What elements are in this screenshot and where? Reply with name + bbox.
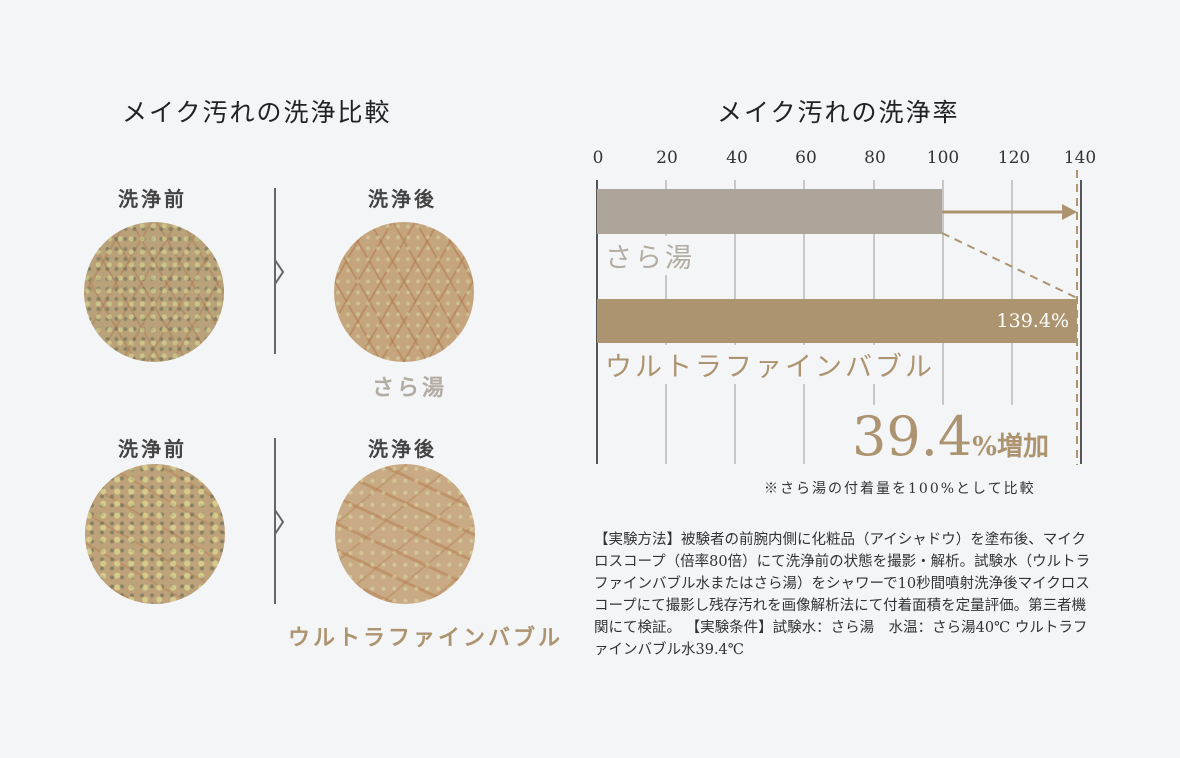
bar-label-ultrafine-bubble: ウルトラファインバブル (605, 345, 939, 384)
bar-ultrafine-bubble: 139.4% (597, 299, 1077, 343)
divider-1 (274, 188, 276, 354)
increase-annotation: 39.4%増加 (852, 405, 1053, 468)
x-tick: 80 (864, 148, 886, 168)
after-microscope-image-2 (335, 464, 475, 604)
after-microscope-image-1 (334, 222, 474, 362)
chart-footnote: ※さら湯の付着量を100%として比較 (764, 481, 1036, 497)
before-label-2: 洗浄前 (118, 437, 187, 461)
divider-2 (274, 438, 276, 604)
x-tick: 20 (656, 148, 678, 168)
comparison-title: メイク汚れの洗浄比較 (122, 98, 392, 127)
chevron-right-icon (274, 259, 285, 285)
chart-title: メイク汚れの洗浄率 (717, 98, 960, 127)
method-label-ufb: ウルトラファインバブル (288, 620, 563, 652)
after-label-1: 洗浄後 (368, 187, 437, 211)
grid-line-end (1080, 180, 1082, 464)
after-label-2: 洗浄後 (368, 437, 437, 461)
bar-label-plain-water: さら湯 (605, 236, 699, 275)
before-microscope-image-1 (84, 222, 224, 362)
method-label-plain: さら湯 (372, 370, 447, 402)
experiment-method-text: 【実験方法】被験者の前腕内側に化粧品（アイシャドウ）を塗布後、マイクロスコープ（… (594, 532, 1091, 658)
x-tick: 60 (795, 148, 817, 168)
chevron-right-icon (274, 509, 285, 535)
increase-value: 39.4 (852, 405, 973, 468)
increase-arrow (941, 170, 1078, 465)
x-tick: 140 (1063, 148, 1097, 168)
method-label-ufb-text: ウルトラファインバブル (288, 625, 564, 651)
x-tick: 100 (926, 148, 960, 168)
method-label-plain-text: さら湯 (372, 375, 448, 401)
x-tick: 0 (592, 148, 604, 168)
increase-unit: %増加 (972, 432, 1049, 462)
bar-value-label: 139.4% (996, 310, 1069, 332)
before-label-1: 洗浄前 (118, 187, 187, 211)
before-microscope-image-2 (85, 464, 225, 604)
x-tick: 120 (997, 148, 1031, 168)
bar-plain-water (597, 189, 942, 234)
y-axis-line (596, 180, 598, 464)
x-tick: 40 (726, 148, 748, 168)
